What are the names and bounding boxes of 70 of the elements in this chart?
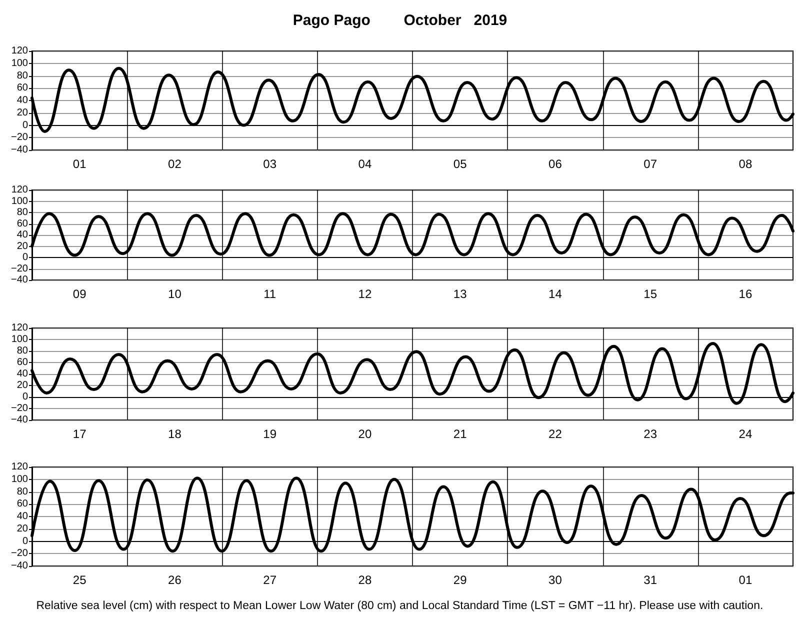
y-tick-label: 40 <box>16 95 28 106</box>
x-tick-label: 11 <box>264 287 276 301</box>
y-tick-label: 80 <box>16 207 28 218</box>
y-tick-label: 20 <box>16 523 28 534</box>
y-tick-label: −40 <box>11 274 28 286</box>
x-tick-label: 14 <box>548 287 562 301</box>
x-tick-label: 10 <box>168 287 182 301</box>
y-tick-label: 0 <box>22 252 28 263</box>
y-tick-label: −20 <box>11 132 28 144</box>
x-tick-label: 04 <box>358 157 372 171</box>
y-tick-label: 0 <box>22 120 28 131</box>
x-tick-label: 18 <box>168 427 182 441</box>
text: Relative sea level (cm) with respect to Mean Lower Low Water (80 cm) and Local Standard Time (LST = GMT −11 hr). Please use with caution. <box>36 600 764 612</box>
y-tick-label: −40 <box>11 414 28 426</box>
x-tick-label: 29 <box>453 573 468 587</box>
x-tick-label: 28 <box>358 573 372 587</box>
y-tick-label: 60 <box>16 498 28 510</box>
y-tick-label: 40 <box>16 511 28 522</box>
y-tick-label: −20 <box>11 403 28 414</box>
y-tick-label: 40 <box>16 230 28 240</box>
x-tick-label: 21 <box>453 427 468 441</box>
y-tick-label: 80 <box>16 70 28 82</box>
x-tick-label: 12 <box>358 287 372 301</box>
x-tick-label: 01 <box>738 573 752 587</box>
x-tick-label: 17 <box>72 427 87 441</box>
x-tick-label: 23 <box>644 427 658 441</box>
y-tick-label: 100 <box>11 474 28 485</box>
y-tick-label: 40 <box>16 368 28 380</box>
x-tick-label: 03 <box>263 157 277 171</box>
x-tick-label: 19 <box>263 427 277 441</box>
y-tick-label: 0 <box>22 536 28 547</box>
y-tick-label: −40 <box>11 560 28 572</box>
x-tick-label: 16 <box>738 287 752 301</box>
x-tick-label: 30 <box>548 573 562 587</box>
y-tick-label: 80 <box>16 486 28 498</box>
x-tick-label: 02 <box>168 157 182 171</box>
y-tick-label: 20 <box>16 380 28 391</box>
x-tick-label: 07 <box>644 157 658 171</box>
x-tick-label: 13 <box>453 287 468 301</box>
y-tick-label: 20 <box>16 240 28 252</box>
y-tick-label: 120 <box>11 184 28 196</box>
x-tick-label: 15 <box>644 287 658 301</box>
chart-title: Pago Pago October 2019 <box>292 12 508 29</box>
y-tick-label: −20 <box>11 548 28 560</box>
x-tick-label: 08 <box>738 157 752 171</box>
x-tick-label: 27 <box>263 573 277 587</box>
y-tick-label: 100 <box>11 196 28 207</box>
x-tick-label: 22 <box>548 427 562 441</box>
y-tick-label: 120 <box>11 462 28 472</box>
x-tick-label: 06 <box>548 157 562 171</box>
x-tick-label: 05 <box>453 157 468 171</box>
y-tick-label: 120 <box>11 46 28 56</box>
y-tick-label: 20 <box>16 107 28 118</box>
y-tick-label: 100 <box>11 58 28 69</box>
y-tick-label: 60 <box>16 82 28 94</box>
x-tick-label: 31 <box>644 573 658 587</box>
x-tick-label: 25 <box>72 573 87 587</box>
x-tick-label: 24 <box>738 427 752 441</box>
x-tick-label: 01 <box>72 157 87 171</box>
y-tick-label: −40 <box>11 144 28 156</box>
y-tick-label: 0 <box>22 392 28 402</box>
y-tick-label: 80 <box>16 346 28 356</box>
x-tick-label: 09 <box>72 287 87 301</box>
x-tick-label: 26 <box>168 573 182 587</box>
y-tick-label: 120 <box>11 322 28 334</box>
y-tick-label: 100 <box>11 334 28 345</box>
y-tick-label: 60 <box>16 218 28 230</box>
y-tick-label: −20 <box>11 263 28 274</box>
y-tick-label: 60 <box>16 357 28 368</box>
x-tick-label: 20 <box>358 427 372 441</box>
